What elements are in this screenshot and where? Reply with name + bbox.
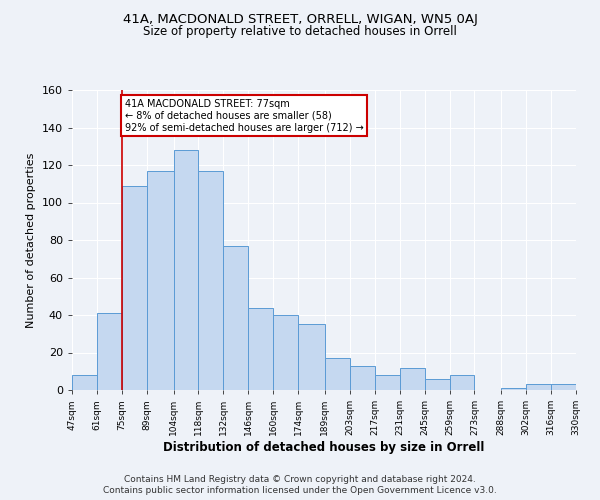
Bar [97, 313, 122, 390]
Bar [350, 366, 375, 390]
Bar [173, 150, 199, 390]
Bar [199, 170, 223, 390]
Bar [375, 375, 400, 390]
Bar [425, 379, 449, 390]
Y-axis label: Number of detached properties: Number of detached properties [26, 152, 36, 328]
Text: 41A MACDONALD STREET: 77sqm
← 8% of detached houses are smaller (58)
92% of semi: 41A MACDONALD STREET: 77sqm ← 8% of deta… [125, 100, 363, 132]
Bar [298, 324, 325, 390]
Bar [501, 388, 526, 390]
Bar [273, 315, 298, 390]
Text: Contains public sector information licensed under the Open Government Licence v3: Contains public sector information licen… [103, 486, 497, 495]
Bar [72, 375, 97, 390]
Bar [526, 384, 551, 390]
Bar [449, 375, 475, 390]
Bar [223, 246, 248, 390]
Bar [147, 170, 173, 390]
Text: Contains HM Land Registry data © Crown copyright and database right 2024.: Contains HM Land Registry data © Crown c… [124, 475, 476, 484]
Bar [551, 384, 576, 390]
Bar [325, 358, 350, 390]
Bar [248, 308, 273, 390]
Text: Size of property relative to detached houses in Orrell: Size of property relative to detached ho… [143, 25, 457, 38]
Bar [122, 186, 147, 390]
Bar [400, 368, 425, 390]
Text: 41A, MACDONALD STREET, ORRELL, WIGAN, WN5 0AJ: 41A, MACDONALD STREET, ORRELL, WIGAN, WN… [122, 12, 478, 26]
X-axis label: Distribution of detached houses by size in Orrell: Distribution of detached houses by size … [163, 441, 485, 454]
